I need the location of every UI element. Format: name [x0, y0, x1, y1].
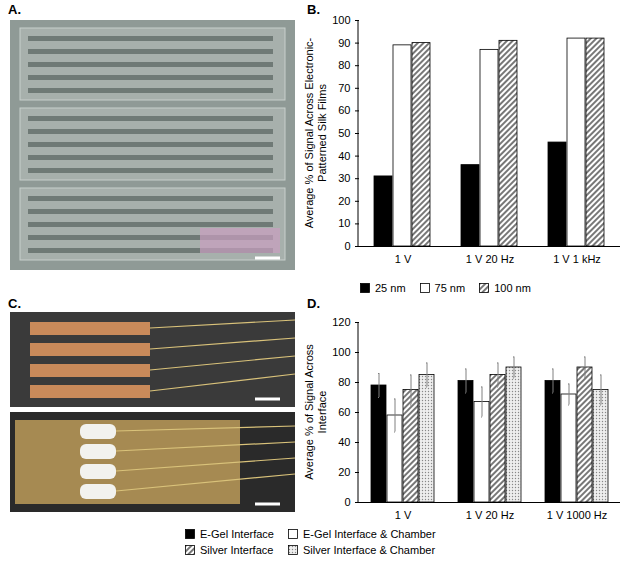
svg-text:20: 20: [338, 195, 350, 207]
html-text:A.: A.: [8, 2, 21, 17]
html-text:D.: D.: [307, 296, 320, 311]
svg-text:0: 0: [344, 496, 350, 508]
html-text:25 nm: 25 nm: [375, 282, 406, 294]
svg-text:80: 80: [338, 59, 350, 71]
svg-text:1 V 1 kHz: 1 V 1 kHz: [553, 253, 601, 265]
svg-text:120: 120: [332, 316, 350, 328]
svg-text:50: 50: [338, 127, 350, 139]
html-text:Average % of Signal Across Int: Average % of Signal Across Interface: [303, 344, 328, 480]
html-text:E-Gel Interface & Chamber: E-Gel Interface & Chamber: [303, 528, 436, 540]
svg-text:60: 60: [338, 406, 350, 418]
html-text:100 nm: 100 nm: [494, 282, 531, 294]
svg-text:20: 20: [338, 466, 350, 478]
svg-text:90: 90: [338, 37, 350, 49]
html-text:C.: C.: [8, 296, 21, 311]
html-text:75 nm: 75 nm: [434, 282, 466, 294]
html-text:Silver Interface & Chamber: Silver Interface & Chamber: [303, 544, 435, 556]
html-text:E-Gel Interface: E-Gel Interface: [200, 528, 274, 540]
html-text:Average % of Signal Across Ele: Average % of Signal Across Electronic-Pa…: [303, 37, 328, 229]
svg-text:40: 40: [338, 436, 350, 448]
svg-text:1 V: 1 V: [395, 253, 412, 265]
svg-text:1 V 20 Hz: 1 V 20 Hz: [466, 253, 514, 265]
svg-text:1 V 20 Hz: 1 V 20 Hz: [466, 509, 514, 521]
svg-text:100: 100: [332, 346, 350, 358]
svg-text:40: 40: [338, 150, 350, 162]
svg-text:30: 30: [338, 172, 350, 184]
html-text:Silver Interface: Silver Interface: [200, 544, 274, 556]
svg-text:70: 70: [338, 82, 350, 94]
svg-text:60: 60: [338, 104, 350, 116]
svg-text:100: 100: [332, 14, 350, 26]
svg-text:80: 80: [338, 376, 350, 388]
svg-text:0: 0: [344, 240, 350, 252]
svg-text:10: 10: [338, 217, 350, 229]
html-text:B.: B.: [307, 2, 320, 17]
svg-text:1 V: 1 V: [395, 509, 412, 521]
svg-text:1 V 1000 Hz: 1 V 1000 Hz: [547, 509, 608, 521]
